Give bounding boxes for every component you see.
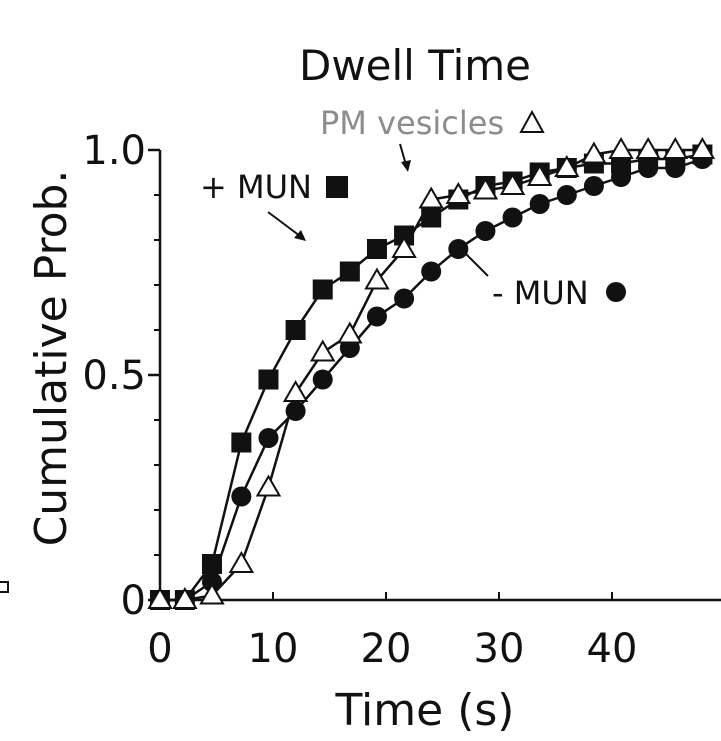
annotation-minus-mun-circle-icon xyxy=(606,282,626,302)
data-point-pm-vesicles xyxy=(418,186,444,209)
data-point-pm-vesicles xyxy=(199,582,225,605)
data-point-pm-vesicles xyxy=(635,137,661,159)
data-point-mun xyxy=(339,261,360,282)
data-point-pm-vesicles xyxy=(255,474,282,497)
annotation-pm-vesicles-label: PM vesicles xyxy=(320,104,504,142)
data-point-mun xyxy=(448,239,469,259)
data-point-mun xyxy=(258,428,279,448)
data-point-mun xyxy=(475,221,496,241)
x-tick-label: 40 xyxy=(587,626,638,672)
data-point-pm-vesicles xyxy=(228,551,255,573)
data-point-mun xyxy=(556,185,577,205)
data-point-pm-vesicles xyxy=(309,339,336,362)
annotation-plus-mun-arrowhead xyxy=(294,230,306,241)
data-point-pm-vesicles xyxy=(172,587,198,609)
annotation-plus-mun-arrow xyxy=(267,211,301,237)
ticks: 0 10 20 30 40 0 0.5 1.0 xyxy=(82,128,637,672)
data-point-mun xyxy=(529,194,550,214)
x-axis-label: Time (s) xyxy=(335,685,515,736)
data-point-pm-vesicles xyxy=(147,587,173,609)
y-tick-label: 0.5 xyxy=(82,353,146,399)
annotation-plus-mun-label: + MUN xyxy=(200,168,312,206)
data-point-mun xyxy=(201,572,222,592)
data-point-mun xyxy=(366,239,387,259)
edge-mark xyxy=(0,581,9,593)
data-point-pm-vesicles xyxy=(662,137,689,159)
data-point-pm-vesicles xyxy=(282,380,309,402)
annotation-pm-vesicles-arrowhead xyxy=(401,160,411,172)
annotation-minus-mun-leader xyxy=(461,249,489,277)
data-point-mun xyxy=(583,176,604,196)
data-point-pm-vesicles xyxy=(689,137,716,159)
y-tick-label: 1.0 xyxy=(82,128,146,174)
x-tick-label: 20 xyxy=(361,626,412,672)
y-axis-label: Cumulative Prob. xyxy=(26,170,77,547)
data-point-mun xyxy=(421,207,442,228)
annotation-plus-mun-square-icon xyxy=(326,176,348,198)
data-point-mun xyxy=(258,369,279,390)
data-point-pm-vesicles xyxy=(337,321,363,344)
annotation-minus-mun-label: - MUN xyxy=(492,274,589,312)
data-point-mun xyxy=(201,554,222,574)
data-point-pm-vesicles xyxy=(391,236,417,258)
data-point-pm-vesicles xyxy=(472,177,499,200)
data-point-pm-vesicles xyxy=(445,182,472,204)
data-point-pm-vesicles xyxy=(526,164,553,186)
data-point-mun xyxy=(231,486,252,507)
data-point-mun xyxy=(394,225,415,246)
data-point-pm-vesicles xyxy=(581,141,607,164)
data-point-pm-vesicles xyxy=(608,137,634,159)
series-markers xyxy=(147,137,716,610)
data-point-mun xyxy=(366,306,387,327)
x-tick-label: 10 xyxy=(248,626,299,672)
data-point-mun xyxy=(231,432,252,453)
data-point-mun xyxy=(502,207,523,228)
y-tick-label: 0 xyxy=(121,578,146,624)
data-point-pm-vesicles xyxy=(499,173,526,195)
x-tick-label: 30 xyxy=(474,626,525,672)
data-point-mun xyxy=(394,288,415,309)
data-point-mun xyxy=(285,320,306,340)
chart-title: Dwell Time xyxy=(299,41,531,90)
data-point-mun xyxy=(421,261,442,282)
data-point-mun xyxy=(312,369,333,390)
data-point-pm-vesicles xyxy=(554,155,580,177)
data-point-mun xyxy=(611,167,632,187)
data-point-mun xyxy=(285,401,306,421)
data-point-mun xyxy=(638,158,659,178)
data-point-mun xyxy=(665,158,686,178)
data-point-pm-vesicles xyxy=(364,267,390,290)
x-tick-label: 0 xyxy=(147,626,172,672)
data-point-mun xyxy=(312,279,333,300)
annotation-pm-vesicles-triangle-icon xyxy=(519,109,545,133)
